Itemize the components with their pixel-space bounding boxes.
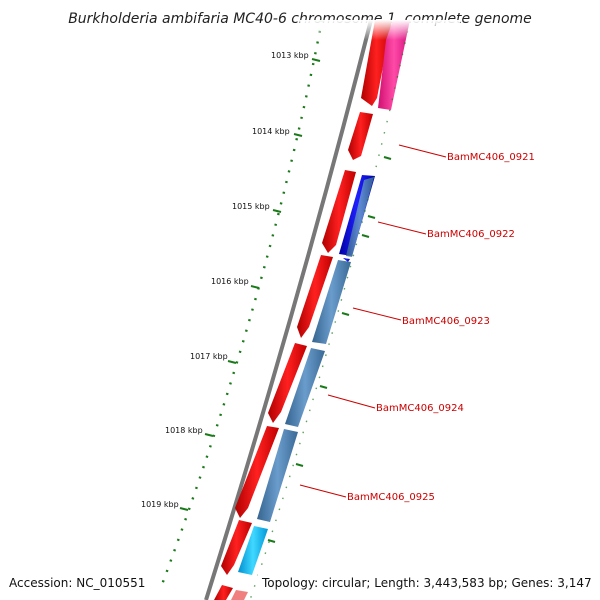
reverse-guide [249,19,411,600]
tick-label: 1014 kbp [252,127,290,136]
gene-label: BamMC406_0923 [402,316,490,327]
tick-mark [250,285,260,289]
accession-text: Accession: NC_010551 [9,576,145,590]
leader-line [352,307,402,321]
cds-reverse [312,260,351,344]
tick-label: 1017 kbp [190,352,228,361]
cds-forward [214,585,233,600]
forward-strand-genes [214,20,392,600]
cds-forward [348,112,373,160]
scale-arc [158,19,324,591]
leader-line [327,394,376,409]
tick-label: 1015 kbp [232,202,270,211]
gene-label: BamMC406_0924 [376,403,464,414]
cds-reverse [238,526,268,575]
accession-backing [4,572,146,592]
leader-line [377,221,427,235]
leader-line [398,144,447,158]
gene-label: BamMC406_0925 [347,492,435,503]
topology-text: Topology: circular; Length: 3,443,583 bp… [261,576,592,590]
tick-label: 1016 kbp [211,277,249,286]
cds-forward [361,20,392,106]
cds-forward [268,343,307,423]
tick-mark [227,360,237,364]
tick-mark [293,133,303,137]
tick-mark [204,433,214,437]
reverse-strand-genes [231,20,410,600]
feature-marks [267,156,392,543]
cds-reverse [257,429,298,522]
cds-reverse [346,177,374,257]
gene-label: BamMC406_0921 [447,152,535,163]
cds-forward [221,520,252,575]
cds-reverse [378,20,410,110]
gene-label: BamMC406_0922 [427,229,515,240]
cds-reverse [285,348,325,427]
topology-backing [258,572,598,592]
tick-mark [311,58,321,62]
cds-reverse [231,590,248,600]
cds-forward [297,255,333,338]
tick-label: 1018 kbp [165,426,203,435]
scale-ticks: 1013 kbp 1014 kbp 1015 kbp 1016 kbp 1017… [141,51,321,511]
leader-line [299,484,347,498]
gene-annotations: BamMC406_0921 BamMC406_0922 BamMC406_092… [299,144,535,503]
top-fade [300,20,460,40]
tick-mark [272,209,282,213]
cds-forward [322,170,356,253]
cds-reverse [343,258,350,262]
tick-mark [179,507,189,511]
tick-label: 1013 kbp [271,51,309,60]
cds-forward [235,426,279,518]
tick-label: 1019 kbp [141,500,179,509]
chromosome-backbone [204,19,373,600]
